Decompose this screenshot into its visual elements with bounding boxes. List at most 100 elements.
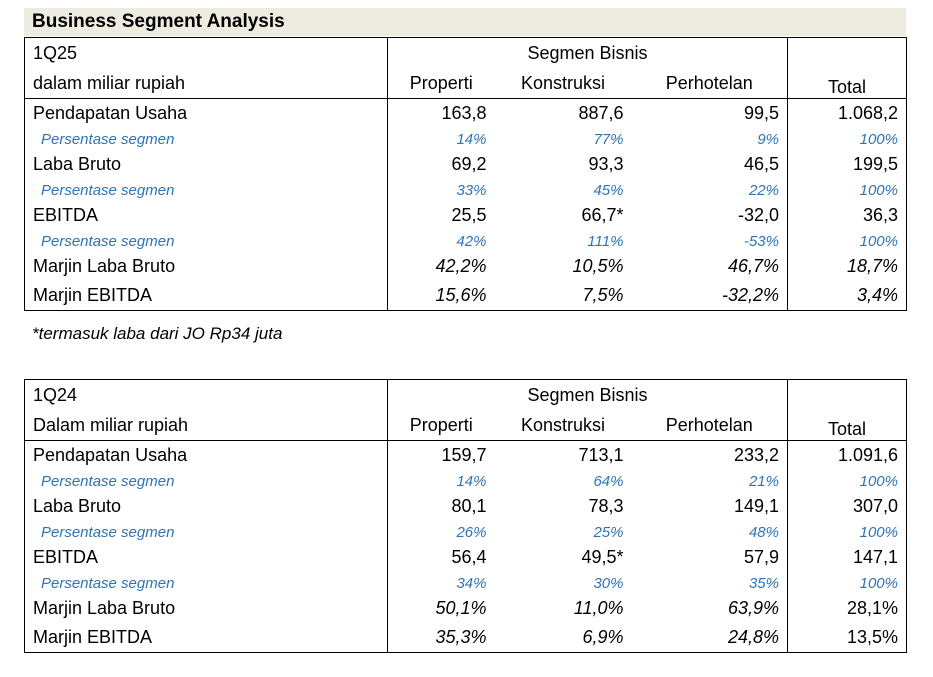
cell-konstruksi: 30% xyxy=(593,574,624,592)
cell-perhotelan: 149,1 xyxy=(733,496,779,516)
table-row: Persentase segmen 34% 30% 35% 100% xyxy=(25,572,907,594)
cell-perhotelan: 99,5 xyxy=(743,103,779,123)
cell-perhotelan: 63,9% xyxy=(727,598,779,618)
cell-konstruksi: 45% xyxy=(593,181,624,199)
table-row: Marjin Laba Bruto 42,2% 10,5% 46,7% 18,7… xyxy=(25,252,907,281)
cell-perhotelan: 233,2 xyxy=(733,445,779,465)
cell-properti: 69,2 xyxy=(387,150,495,179)
table-header-row: 1Q25 Segmen Bisnis Total xyxy=(25,37,907,99)
cell-konstruksi: 887,6 xyxy=(578,103,624,123)
column-header-properti: Properti xyxy=(387,68,495,99)
cell-perhotelan: 21% xyxy=(748,472,779,490)
cell-properti: 14% xyxy=(387,470,495,492)
table-row: Marjin EBITDA 35,3% 6,9% 24,8% 13,5% xyxy=(25,623,907,653)
cell-properti: 163,8 xyxy=(387,98,495,128)
cell-properti: 56,4 xyxy=(387,543,495,572)
cell-perhotelan: 9% xyxy=(757,130,779,148)
table-subheader-row: Dalam miliar rupiah Properti Konstruksi … xyxy=(24,410,907,441)
cell-konstruksi: 6,9% xyxy=(582,627,624,647)
unit-label: Dalam miliar rupiah xyxy=(24,410,388,441)
cell-properti: 159,7 xyxy=(387,440,495,470)
row-label: Persentase segmen xyxy=(41,232,175,250)
cell-total: 147,1 xyxy=(787,543,907,572)
segment-table-1q25: 1Q25 Segmen Bisnis Total dalam miliar ru… xyxy=(24,37,907,311)
table-row: Persentase segmen 26% 25% 48% 100% xyxy=(25,521,907,543)
cell-perhotelan: -32,0 xyxy=(737,205,779,225)
segment-group-header: Segmen Bisnis xyxy=(387,37,788,68)
row-label: Marjin EBITDA xyxy=(33,285,153,305)
cell-properti: 42,2% xyxy=(387,252,495,281)
cell-konstruksi: 93,3 xyxy=(588,154,624,174)
row-label: Persentase segmen xyxy=(41,574,175,592)
cell-perhotelan: -32,2% xyxy=(721,285,779,305)
column-header-konstruksi: Konstruksi xyxy=(494,410,632,441)
row-label: Pendapatan Usaha xyxy=(33,103,188,123)
row-label: EBITDA xyxy=(33,547,99,567)
cell-total: 1.091,6 xyxy=(787,440,907,470)
table-row: EBITDA 56,4 49,5* 57,9 147,1 xyxy=(25,543,907,572)
table-row: EBITDA 25,5 66,7* -32,0 36,3 xyxy=(25,201,907,230)
cell-konstruksi: 66,7* xyxy=(581,205,624,225)
column-header-total: Total xyxy=(787,37,907,99)
footnote: *termasuk laba dari JO Rp34 juta xyxy=(32,324,283,343)
cell-perhotelan: 24,8% xyxy=(727,627,779,647)
table-subheader-row: dalam miliar rupiah Properti Konstruksi … xyxy=(24,68,907,99)
cell-konstruksi: 77% xyxy=(593,130,624,148)
cell-properti: 26% xyxy=(387,521,495,543)
cell-konstruksi: 713,1 xyxy=(578,445,624,465)
period-label: 1Q24 xyxy=(33,384,78,405)
cell-perhotelan: 46,5 xyxy=(743,154,779,174)
cell-konstruksi: 10,5% xyxy=(572,256,624,276)
column-header-perhotelan: Perhotelan xyxy=(631,410,788,441)
cell-total: 100% xyxy=(787,128,907,150)
cell-perhotelan: -53% xyxy=(743,232,779,250)
cell-konstruksi: 111% xyxy=(587,232,624,250)
table-row: Laba Bruto 69,2 93,3 46,5 199,5 xyxy=(25,150,907,179)
row-label: Laba Bruto xyxy=(33,496,122,516)
cell-konstruksi: 64% xyxy=(593,472,624,490)
cell-konstruksi: 78,3 xyxy=(588,496,624,516)
segment-table-1q24: 1Q24 Segmen Bisnis Total Dalam miliar ru… xyxy=(24,379,907,653)
column-header-konstruksi: Konstruksi xyxy=(494,68,632,99)
cell-total: 307,0 xyxy=(787,492,907,521)
unit-label: dalam miliar rupiah xyxy=(24,68,388,99)
cell-total: 100% xyxy=(787,470,907,492)
cell-konstruksi: 7,5% xyxy=(582,285,624,305)
row-label: Laba Bruto xyxy=(33,154,122,174)
cell-properti: 50,1% xyxy=(387,594,495,623)
table-row: Pendapatan Usaha 163,8 887,6 99,5 1.068,… xyxy=(25,98,907,128)
cell-total: 18,7% xyxy=(787,252,907,281)
row-label: Persentase segmen xyxy=(41,130,175,148)
cell-total: 36,3 xyxy=(787,201,907,230)
table-row: Marjin Laba Bruto 50,1% 11,0% 63,9% 28,1… xyxy=(25,594,907,623)
row-label: Marjin Laba Bruto xyxy=(33,256,176,276)
period-label: 1Q25 xyxy=(33,42,78,63)
cell-properti: 15,6% xyxy=(387,281,495,311)
cell-total: 1.068,2 xyxy=(787,98,907,128)
row-label: Pendapatan Usaha xyxy=(33,445,188,465)
row-label: Persentase segmen xyxy=(41,472,175,490)
row-label: Marjin Laba Bruto xyxy=(33,598,176,618)
cell-properti: 35,3% xyxy=(387,623,495,653)
cell-total: 3,4% xyxy=(787,281,907,311)
table-header-row: 1Q24 Segmen Bisnis Total xyxy=(25,379,907,441)
cell-properti: 42% xyxy=(387,230,495,252)
segment-group-header: Segmen Bisnis xyxy=(387,379,788,410)
cell-total: 13,5% xyxy=(787,623,907,653)
table-row: Persentase segmen 42% 111% -53% 100% xyxy=(25,230,907,252)
row-label: Marjin EBITDA xyxy=(33,627,153,647)
row-label: Persentase segmen xyxy=(41,181,175,199)
cell-perhotelan: 35% xyxy=(748,574,779,592)
row-label: Persentase segmen xyxy=(41,523,175,541)
cell-total: 28,1% xyxy=(787,594,907,623)
cell-konstruksi: 11,0% xyxy=(573,598,624,618)
column-header-properti: Properti xyxy=(387,410,495,441)
cell-perhotelan: 57,9 xyxy=(743,547,779,567)
table-row: Pendapatan Usaha 159,7 713,1 233,2 1.091… xyxy=(25,440,907,470)
page-title: Business Segment Analysis xyxy=(24,8,906,36)
cell-properti: 25,5 xyxy=(387,201,495,230)
cell-properti: 34% xyxy=(387,572,495,594)
cell-properti: 14% xyxy=(387,128,495,150)
cell-perhotelan: 48% xyxy=(748,523,779,541)
column-header-total: Total xyxy=(787,379,907,441)
